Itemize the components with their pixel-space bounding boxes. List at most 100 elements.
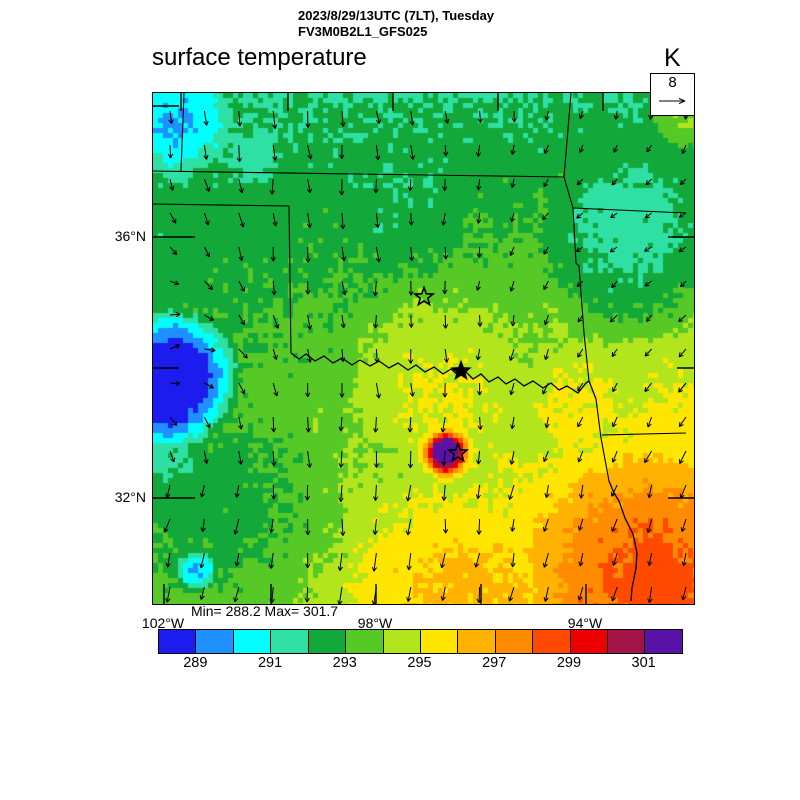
- wind-arrow-icon: [169, 380, 181, 387]
- wind-arrow-icon: [476, 212, 482, 224]
- wind-arrow-icon: [577, 416, 584, 428]
- wind-arrow-icon: [408, 348, 414, 364]
- wind-arrow-icon: [340, 518, 346, 536]
- wind-arrow-icon: [339, 144, 345, 160]
- wind-arrow-icon: [204, 314, 215, 321]
- temperature-field-canvas: [153, 93, 694, 604]
- wind-arrow-icon: [644, 212, 652, 219]
- wind-arrow-icon: [375, 110, 381, 125]
- wind-arrow-icon: [271, 280, 277, 296]
- wind-arrow-icon: [647, 484, 653, 499]
- wind-arrow-icon: [477, 416, 483, 430]
- wind-arrow-icon: [644, 280, 652, 287]
- state-border-ok-ar: [572, 207, 590, 382]
- wind-arrow-icon: [476, 246, 482, 258]
- page-title: surface temperature: [152, 44, 367, 71]
- wind-arrow-icon: [169, 416, 178, 427]
- colorbar-segment: [495, 630, 534, 653]
- wind-arrow-icon: [477, 110, 483, 123]
- wind-arrow-icon: [203, 416, 211, 429]
- lon-tick-label: 94°W: [567, 615, 603, 631]
- wind-arrow-icon: [443, 348, 449, 363]
- river-red-river: [290, 352, 597, 400]
- wind-arrow-icon: [509, 450, 515, 465]
- city-star-okc-icon: [412, 285, 436, 307]
- wind-arrow-icon: [204, 347, 216, 353]
- wind-arrow-icon: [407, 416, 413, 433]
- wind-arrow-icon: [542, 212, 549, 221]
- wind-arrow-icon: [442, 280, 448, 295]
- wind-arrow-icon: [306, 450, 312, 468]
- wind-arrow-icon: [338, 484, 344, 503]
- model-name-line: FV3M0B2L1_GFS025: [298, 24, 428, 39]
- wind-arrow-icon: [373, 178, 379, 194]
- wind-arrow-icon: [372, 518, 378, 535]
- wind-vector-field: [163, 110, 689, 604]
- wind-arrow-icon: [511, 110, 517, 123]
- wind-arrow-icon: [408, 314, 414, 328]
- wind-arrow-icon: [543, 280, 549, 291]
- colorbar-tick-label: 301: [631, 655, 656, 671]
- wind-arrow-icon: [307, 314, 313, 330]
- lon-tick-label: 98°W: [357, 615, 393, 631]
- wind-arrow-icon: [306, 212, 312, 229]
- state-border-33n-ar-la: [601, 432, 687, 436]
- wind-arrow-icon: [340, 348, 346, 362]
- wind-arrow-icon: [237, 450, 244, 465]
- wind-arrow-icon: [679, 450, 687, 465]
- wind-arrow-icon: [681, 586, 687, 601]
- wind-arrow-icon: [272, 348, 278, 360]
- wind-arrow-icon: [167, 144, 174, 159]
- wind-arrow-icon: [543, 246, 549, 255]
- wind-arrow-icon: [340, 110, 346, 127]
- wind-arrow-icon: [203, 450, 209, 464]
- wind-arrow-icon: [510, 416, 516, 430]
- wind-arrow-icon: [443, 144, 449, 157]
- wind-arrow-icon: [307, 348, 313, 363]
- wind-arrow-icon: [407, 178, 414, 191]
- wind-arrow-icon: [339, 178, 345, 196]
- wind-arrow-icon: [441, 484, 447, 501]
- wind-arrow-icon: [375, 382, 381, 399]
- colorbar-segment: [645, 630, 682, 653]
- wind-arrow-icon: [542, 382, 549, 395]
- wind-arrow-icon: [611, 348, 618, 357]
- wind-arrow-icon: [644, 382, 652, 393]
- wind-arrow-icon: [238, 246, 244, 262]
- wind-arrow-icon: [508, 348, 515, 361]
- wind-arrow-icon: [409, 144, 416, 160]
- wind-arrow-icon: [270, 246, 276, 262]
- wind-arrow-icon: [338, 416, 344, 432]
- wind-arrow-icon: [305, 416, 311, 433]
- wind-arrow-icon: [199, 586, 205, 600]
- wind-arrow-icon: [199, 552, 205, 569]
- wind-arrow-icon: [578, 552, 584, 567]
- valid-time-line: 2023/8/29/13UTC (7LT), Tuesday: [298, 8, 495, 23]
- wind-arrow-icon: [647, 552, 653, 567]
- wind-arrow-icon: [508, 484, 515, 500]
- wind-arrow-icon: [646, 416, 653, 428]
- state-border-co-ks-102w: [180, 93, 185, 172]
- state-border-37n-ks-ok: [153, 170, 565, 178]
- wind-arrow-icon: [268, 552, 275, 569]
- wind-arrow-icon: [510, 518, 516, 532]
- colorbar-segment: [458, 630, 496, 653]
- wind-arrow-icon: [610, 212, 618, 219]
- wind-arrow-icon: [678, 212, 687, 218]
- wind-arrow-icon: [542, 518, 549, 532]
- wind-reference-arrow-icon: [659, 98, 686, 104]
- wind-arrow-icon: [681, 144, 687, 155]
- wind-arrow-icon: [371, 586, 377, 604]
- wind-arrow-icon: [509, 280, 515, 292]
- wind-arrow-icon: [237, 110, 243, 127]
- wind-arrow-icon: [165, 552, 171, 568]
- wind-arrow-icon: [440, 416, 446, 433]
- wind-arrow-icon: [406, 586, 412, 602]
- wind-arrow-icon: [646, 518, 653, 534]
- wind-arrow-icon: [681, 552, 687, 567]
- wind-arrow-icon: [375, 246, 382, 263]
- wind-arrow-icon: [680, 518, 687, 533]
- wind-arrow-icon: [509, 246, 515, 256]
- wind-arrow-icon: [272, 382, 279, 397]
- wind-arrow-icon: [510, 178, 516, 189]
